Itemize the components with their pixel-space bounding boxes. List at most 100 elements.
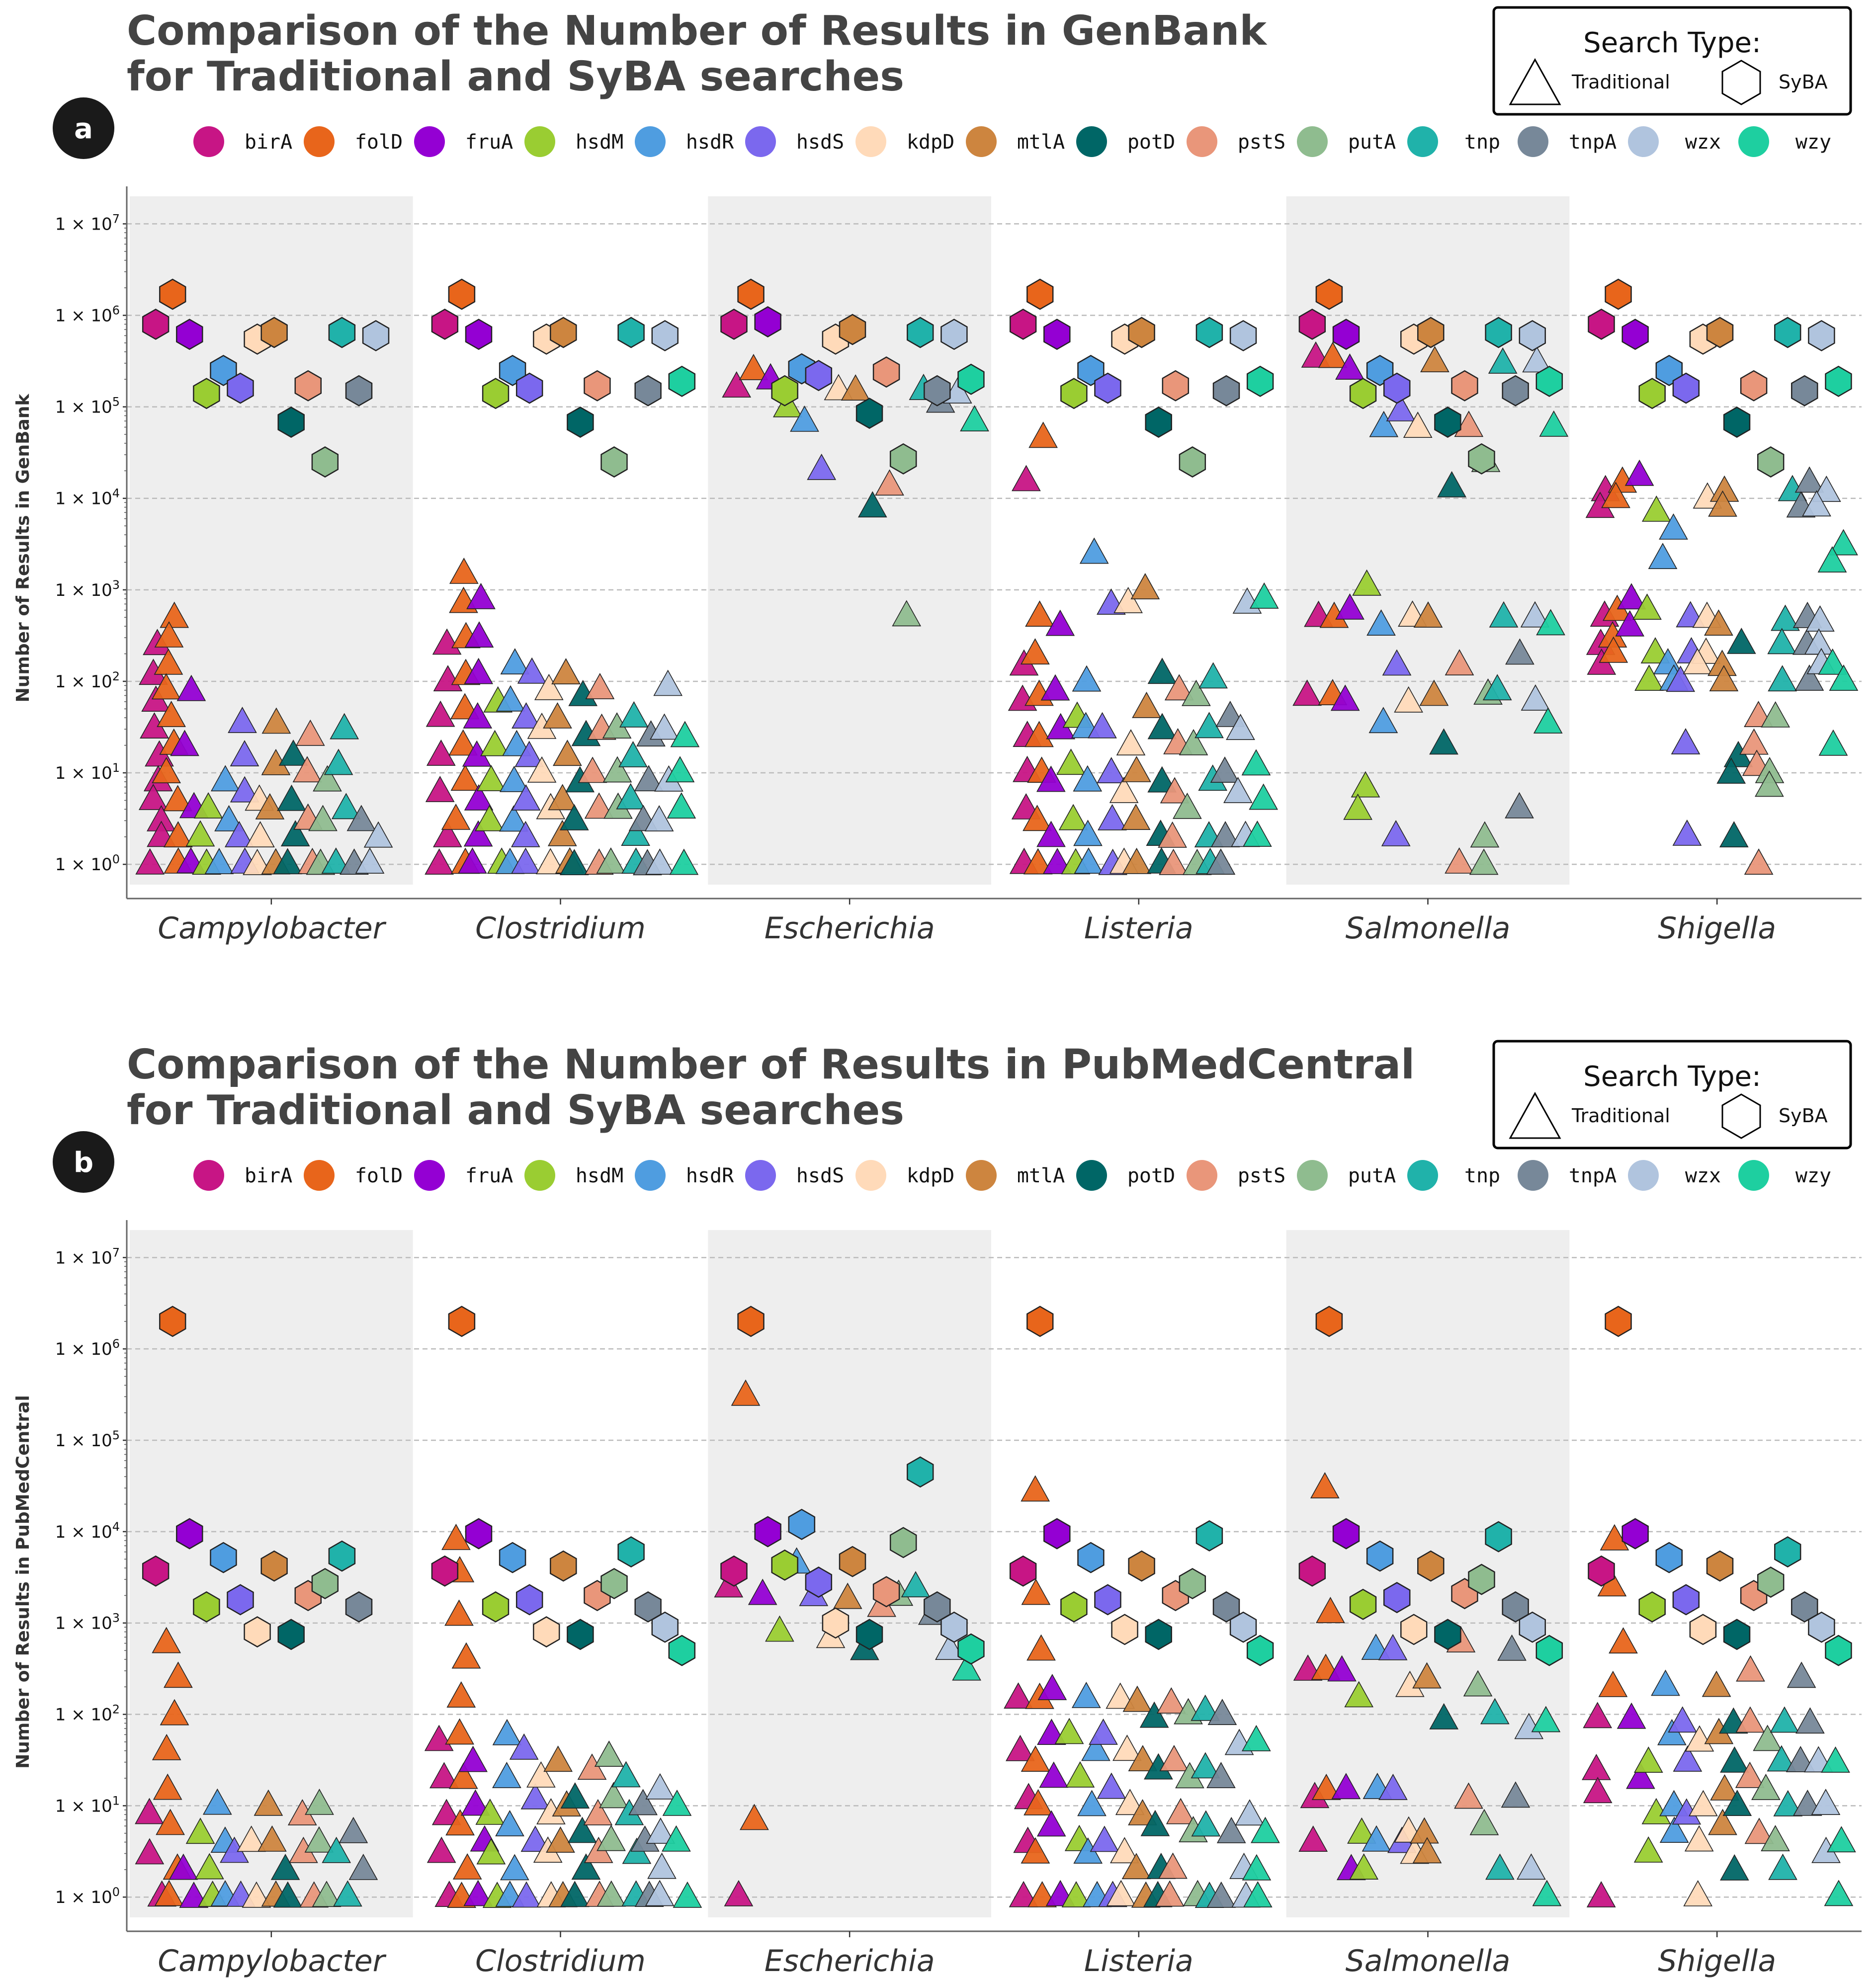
point-traditional-listeria-folD-1 [1021, 1578, 1051, 1605]
point-traditional-listeria-kdpD-2 [1109, 776, 1139, 803]
point-traditional-salmonella-tnpA-0 [1497, 1634, 1527, 1661]
point-traditional-shigella-wzy-0 [1829, 529, 1858, 556]
legend-item-tnpA: tnpA [1518, 1160, 1617, 1191]
point-syba-listeria-putA [1179, 446, 1206, 478]
point-traditional-listeria-wzx-1 [1226, 714, 1255, 740]
legend-swatch-mtlA [966, 126, 997, 157]
point-traditional-clostridium-folD-2 [444, 1599, 474, 1626]
point-traditional-clostridium-wzy-2 [673, 1881, 702, 1908]
point-traditional-shigella-birA-0 [1583, 1702, 1613, 1729]
point-syba-escherichia-wzy [957, 1633, 985, 1665]
point-traditional-campylobacter-tnp-0 [322, 1836, 351, 1863]
point-traditional-shigella-hsdM-1 [1632, 593, 1662, 620]
point-traditional-clostridium-hsdM-1 [476, 1838, 506, 1865]
legend-swatch-pstS [1187, 1160, 1217, 1191]
point-traditional-salmonella-putA-2 [1470, 821, 1500, 848]
point-traditional-salmonella-birA-2 [1298, 1825, 1328, 1852]
point-traditional-shigella-fruA-2 [1615, 610, 1645, 637]
point-syba-salmonella-tnp [1485, 1521, 1512, 1553]
point-traditional-campylobacter-hsdS-1 [230, 740, 259, 766]
point-syba-listeria-fruA [1043, 1518, 1071, 1550]
point-traditional-salmonella-tnp-1 [1485, 1853, 1515, 1880]
point-traditional-listeria-birA-0 [1012, 465, 1041, 492]
point-traditional-clostridium-kdpD-0 [526, 1761, 556, 1788]
point-syba-listeria-potD [1145, 407, 1172, 438]
legend-item-hsdR: hsdR [635, 126, 734, 157]
point-traditional-shigella-hsdS-4 [1672, 819, 1702, 846]
point-traditional-shigella-wzy-2 [1818, 648, 1848, 675]
point-traditional-clostridium-potD-0 [560, 1782, 590, 1809]
panel-a-y-axis-label: Number of Results in GenBank [13, 394, 33, 703]
legend-label-folD: folD [355, 1164, 403, 1187]
point-traditional-campylobacter-fruA-0 [169, 1853, 198, 1880]
point-traditional-clostridium-kdpD-4 [535, 848, 565, 875]
point-traditional-shigella-folD-1 [1601, 482, 1630, 508]
point-traditional-campylobacter-putA-0 [305, 1788, 334, 1815]
point-traditional-listeria-hsdS-2 [1090, 1825, 1119, 1852]
point-traditional-salmonella-wzy-0 [1539, 410, 1569, 437]
point-syba-clostridium-potD [567, 1619, 594, 1650]
point-traditional-escherichia-potD-0 [857, 491, 887, 518]
point-traditional-salmonella-wzx-1 [1520, 601, 1550, 628]
legend-item-wzx: wzx [1628, 1160, 1721, 1191]
point-syba-salmonella-hsdM [1349, 378, 1377, 410]
point-syba-salmonella-fruA [1332, 319, 1360, 350]
point-traditional-campylobacter-potD-3 [273, 848, 302, 875]
point-traditional-clostridium-putA-3 [596, 847, 626, 874]
point-syba-escherichia-fruA [754, 1516, 781, 1548]
legend-item-wzx: wzx [1628, 126, 1721, 157]
legend-swatch-fruA [414, 1160, 445, 1191]
point-syba-listeria-hsdM [1060, 378, 1088, 410]
point-traditional-shigella-pstS-3 [1744, 848, 1774, 875]
point-traditional-salmonella-tnp-0 [1480, 1698, 1510, 1725]
point-syba-escherichia-birA [720, 1555, 748, 1587]
point-traditional-salmonella-hsdM-0 [1344, 1681, 1374, 1708]
point-traditional-listeria-kdpD-3 [1109, 1837, 1139, 1864]
legend-item-hsdS: hsdS [745, 1160, 844, 1191]
point-traditional-shigella-potD-1 [1720, 1746, 1749, 1773]
legend-label-pstS: pstS [1238, 1164, 1285, 1187]
panel-b-key-title: Search Type: [1583, 1061, 1761, 1093]
point-syba-escherichia-wzx [940, 1611, 968, 1643]
legend-swatch-hsdM [524, 1160, 555, 1191]
point-traditional-listeria-fruA-5 [1042, 847, 1072, 874]
point-traditional-shigella-hsdM-3 [1634, 664, 1664, 691]
y-tick-label-6: 1 × 106 [55, 304, 120, 326]
point-syba-clostridium-birA [431, 308, 459, 340]
point-traditional-listeria-wzx-1 [1235, 1799, 1265, 1826]
point-syba-escherichia-hsdM [771, 1549, 798, 1581]
point-traditional-clostridium-hsdR-4 [499, 805, 528, 832]
legend-label-tnpA: tnpA [1569, 1164, 1617, 1187]
point-syba-salmonella-tnpA [1502, 375, 1529, 407]
point-traditional-clostridium-potD-3 [559, 804, 589, 830]
point-traditional-campylobacter-kdpD-0 [237, 1825, 266, 1852]
point-traditional-listeria-folD-2 [1021, 638, 1050, 664]
x-tick-label-listeria: Listeria [1084, 1944, 1194, 1978]
point-traditional-shigella-hsdR-3 [1659, 1816, 1689, 1843]
legend-label-birA: birA [245, 1164, 292, 1187]
legend-swatch-hsdS [745, 1160, 776, 1191]
point-traditional-clostridium-potD-3 [560, 1881, 590, 1907]
legend-label-putA: putA [1348, 131, 1396, 154]
point-traditional-campylobacter-hsdR-1 [214, 805, 244, 831]
point-syba-escherichia-tnpA [924, 1591, 951, 1623]
point-traditional-salmonella-pstS-0 [1454, 411, 1484, 437]
point-traditional-clostridium-fruA-3 [463, 702, 493, 729]
point-traditional-salmonella-wzx-2 [1521, 684, 1550, 711]
point-traditional-clostridium-hsdM-1 [480, 730, 510, 756]
point-traditional-shigella-hsdM-2 [1633, 1836, 1663, 1863]
point-traditional-listeria-wzy-0 [1249, 582, 1279, 609]
point-traditional-campylobacter-birA-9 [135, 848, 165, 875]
point-traditional-clostridium-folD-4 [446, 1681, 476, 1708]
point-syba-clostridium-folD [448, 1306, 476, 1337]
point-traditional-clostridium-hsdS-2 [520, 1825, 550, 1852]
point-syba-escherichia-wzy [957, 363, 985, 395]
point-syba-escherichia-fruA [754, 306, 781, 337]
point-traditional-shigella-putA-2 [1755, 770, 1784, 797]
point-traditional-salmonella-mtlA-2 [1412, 1837, 1442, 1864]
point-traditional-clostridium-putA-2 [597, 1824, 626, 1851]
point-syba-salmonella-wzx [1519, 320, 1546, 351]
point-traditional-campylobacter-putA-0 [313, 765, 342, 792]
legend-item-folD: folD [304, 1160, 403, 1191]
point-traditional-listeria-wzx-2 [1223, 777, 1253, 803]
